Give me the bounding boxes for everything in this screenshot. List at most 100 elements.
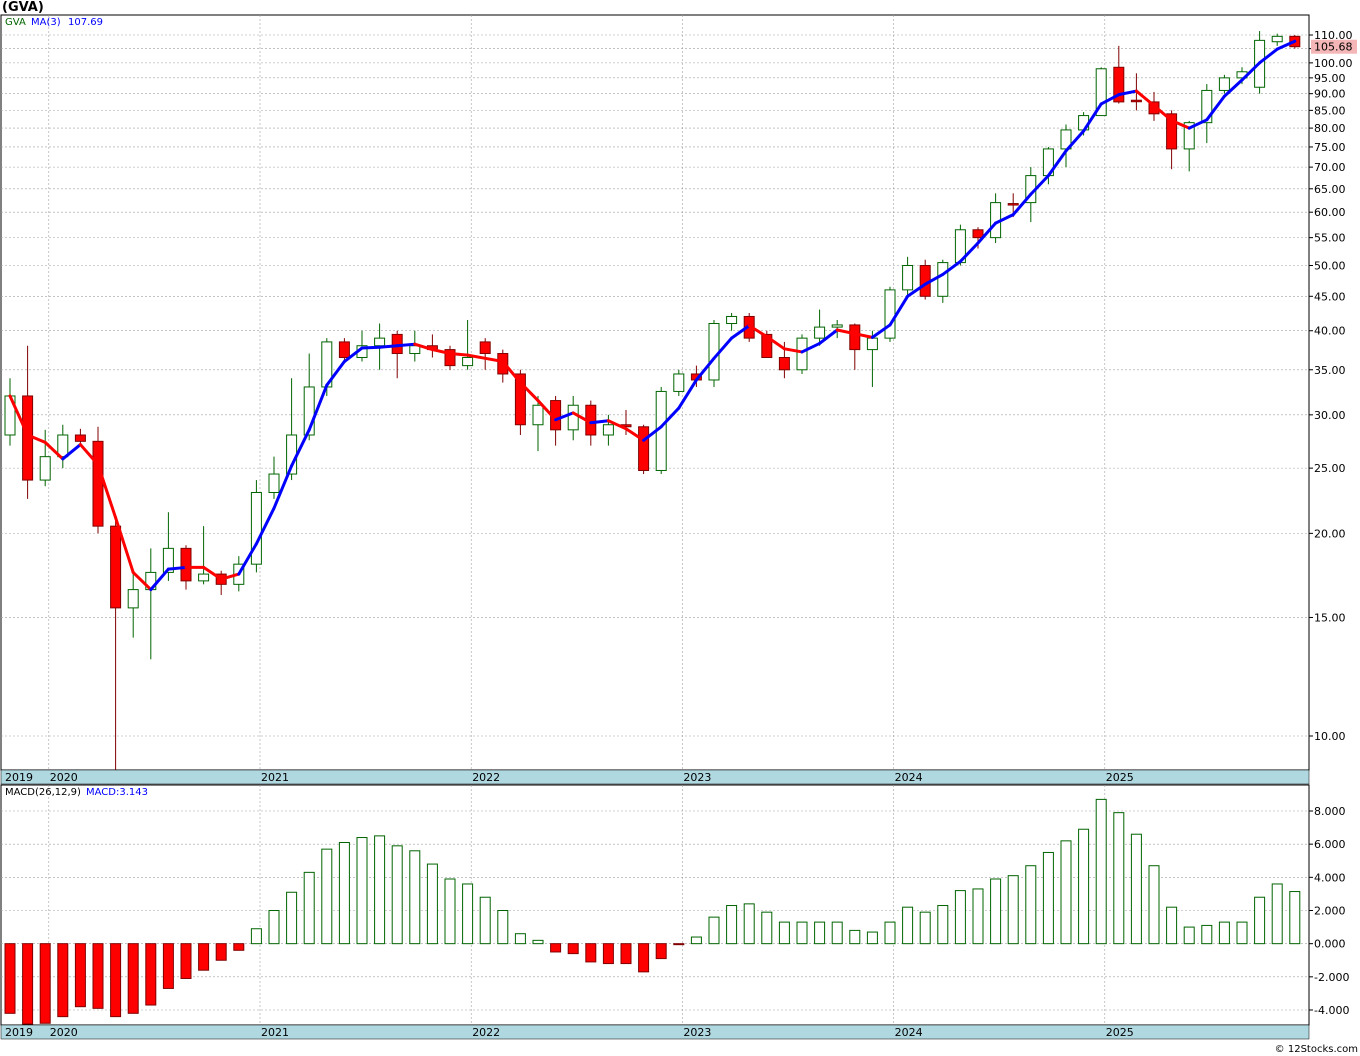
macd-bars [4, 798, 1301, 1025]
macd-value-label: MACD:3.143 [86, 787, 148, 798]
macd-x-tick-label: 2019 [5, 1026, 33, 1039]
macd-bar [1007, 875, 1019, 945]
macd-bar [514, 933, 526, 945]
price-grid [1, 15, 1309, 770]
ma-segment [78, 443, 100, 467]
macd-bar [338, 842, 350, 945]
price-y-tick-label: 65.00 [1314, 183, 1346, 196]
macd-bar [74, 943, 86, 1008]
macd-y-tick-label: 0.000 [1314, 938, 1346, 951]
ma-segment [26, 433, 47, 444]
ma-segment [906, 282, 927, 298]
ma-segment [554, 411, 575, 422]
candle-body [1271, 35, 1283, 43]
price-y-tick-label: 85.00 [1314, 104, 1346, 117]
macd-bar [1025, 865, 1037, 945]
price-x-tick-label: 2024 [895, 771, 923, 784]
ma-segment [571, 411, 593, 425]
macd-bar [814, 921, 826, 945]
ma-segment [1011, 192, 1033, 217]
candle-body [902, 264, 914, 291]
macd-y-tick-label: 6.000 [1314, 838, 1346, 851]
ma-segment [448, 352, 470, 357]
candle-body [57, 434, 69, 458]
ma-segment [923, 272, 945, 286]
macd-y-axis: -4.000 -2.000 0.000 2.000 4.000 6.000 8.000 [1309, 805, 1349, 1017]
macd-bar [866, 931, 878, 945]
macd-bar [162, 943, 174, 989]
macd-y-tick-label: 4.000 [1314, 871, 1346, 884]
macd-bar [145, 943, 157, 1006]
ma-segment [589, 419, 610, 425]
candle-body [479, 341, 491, 355]
ma-segment [378, 344, 399, 349]
macd-bar [286, 891, 298, 945]
macd-bar [444, 878, 456, 945]
macd-bar [708, 916, 720, 945]
macd-x-axis-band [0, 1024, 1310, 1040]
macd-bar [1289, 891, 1301, 945]
macd-bar [937, 905, 949, 945]
macd-x-tick-label: 2023 [683, 1026, 711, 1039]
candle-body [831, 324, 843, 328]
macd-bar [250, 928, 262, 945]
macd-bar [426, 863, 438, 945]
price-y-tick-label: 95.00 [1314, 72, 1346, 85]
ma-segment [1258, 47, 1279, 65]
macd-bar [1130, 833, 1142, 945]
candle-body [1148, 101, 1160, 115]
ma-segment [958, 241, 980, 263]
macd-bar [4, 943, 16, 1014]
macd-x-axis-labels: 2019 2020 2021 2022 2023 2024 2025 [5, 1026, 1134, 1039]
ma-segment [1082, 102, 1103, 133]
candle-body [180, 547, 192, 582]
macd-panel [0, 784, 1310, 1026]
macd-bar [1201, 924, 1213, 945]
macd-bar [690, 936, 702, 945]
macd-x-tick-label: 2022 [472, 1026, 500, 1039]
macd-bar [1113, 812, 1125, 945]
last-price-box [1311, 39, 1357, 54]
macd-y-tick-label: 8.000 [1314, 805, 1346, 818]
ma-segment [8, 394, 30, 437]
candle-body [638, 426, 650, 471]
ma-segment [166, 565, 188, 571]
candle-body [74, 434, 86, 442]
candle-body [1218, 77, 1230, 91]
candle-body [796, 337, 808, 371]
candle-body [110, 525, 122, 609]
ma-line [8, 39, 1297, 592]
ma-segment [413, 342, 434, 352]
ma-segment [430, 348, 452, 356]
macd-bar [532, 939, 544, 945]
ma-segment [712, 336, 734, 360]
candle-body [778, 356, 790, 371]
ma-segment [360, 345, 382, 350]
macd-bar [268, 910, 280, 945]
price-y-tick-label: 75.00 [1314, 141, 1346, 154]
macd-bar [919, 911, 931, 945]
ma-segment [747, 324, 769, 339]
macd-x-tick-label: 2025 [1106, 1026, 1134, 1039]
ma-segment [149, 567, 170, 592]
ma-segment [694, 356, 716, 382]
ma-segment [325, 360, 346, 387]
macd-bar [726, 905, 738, 945]
price-y-tick-label: 100.00 [1314, 57, 1353, 70]
candle-body [708, 323, 720, 381]
candle-body [1166, 113, 1178, 150]
price-y-tick-label: 40.00 [1314, 325, 1346, 338]
ma-segment [1064, 129, 1086, 153]
chart-title: (GVA) [2, 0, 44, 15]
ma-segment [1187, 118, 1209, 130]
macd-bar [1183, 926, 1195, 945]
candle-body [567, 404, 579, 431]
macd-bar [902, 906, 914, 945]
candle-body [303, 386, 315, 436]
price-y-tick-label: 90.00 [1314, 88, 1346, 101]
candle-body [39, 456, 51, 481]
candle-body [1183, 122, 1195, 150]
last-price-label: 105.68 [1314, 41, 1353, 54]
price-y-tick-label: 10.00 [1314, 730, 1346, 743]
price-x-tick-label: 2020 [50, 771, 78, 784]
